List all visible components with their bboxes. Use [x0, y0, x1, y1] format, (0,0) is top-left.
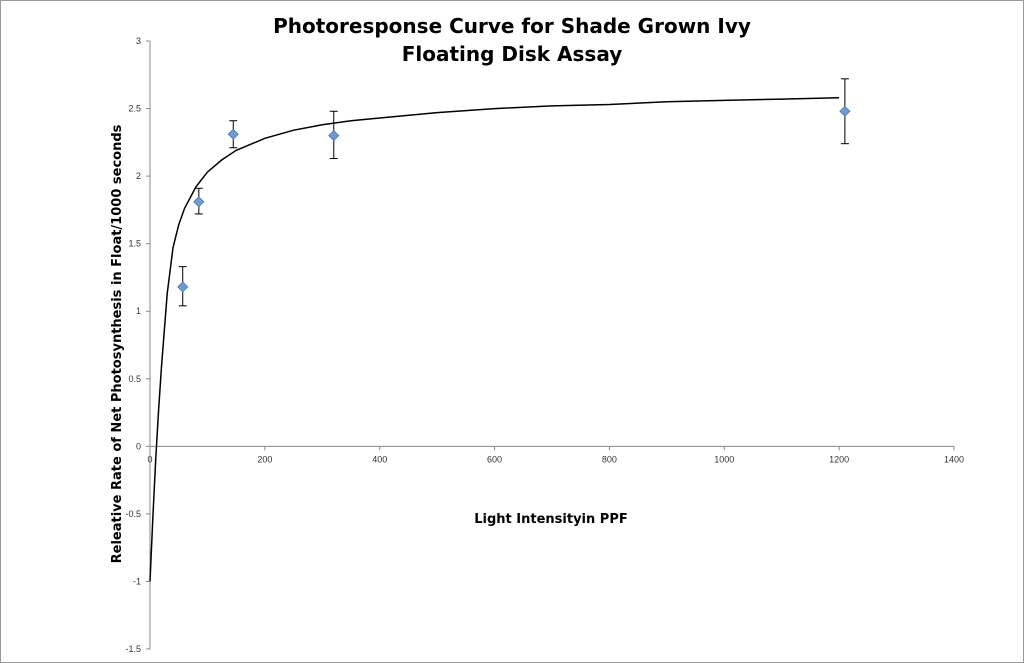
- x-tick-label: 800: [602, 454, 617, 464]
- y-axis-label: Releative Rate of Net Photosynthesis in …: [110, 124, 125, 563]
- x-tick-label: 0: [147, 454, 152, 464]
- diamond-marker: [227, 128, 239, 140]
- x-tick-label: 1000: [714, 454, 734, 464]
- x-tick-label: 200: [257, 454, 272, 464]
- x-tick-label: 1400: [944, 454, 964, 464]
- diamond-marker: [328, 130, 340, 142]
- y-axis-ticks: -1.5 -1 -0.5 0 0.5 1 1.5 2 2.5 3: [125, 36, 150, 654]
- chart-title-line-1: Photoresponse Curve for Shade Grown Ivy: [273, 14, 751, 38]
- data-point: [839, 78, 851, 145]
- chart-title-line-2: Floating Disk Assay: [402, 42, 623, 66]
- y-tick-label: 3: [136, 36, 141, 46]
- axes: [149, 41, 954, 649]
- diamond-marker: [193, 196, 205, 208]
- y-tick-label: -1.5: [125, 644, 141, 654]
- diamond-marker: [177, 281, 189, 293]
- y-tick-label: 0: [136, 441, 141, 451]
- y-tick-label: -0.5: [125, 509, 141, 519]
- data-point: [227, 120, 239, 149]
- x-tick-label: 400: [372, 454, 387, 464]
- x-axis-label: Light Intensityin PPF: [474, 512, 627, 527]
- chart-title: Photoresponse Curve for Shade Grown Ivy …: [273, 14, 751, 66]
- diamond-marker: [839, 105, 851, 117]
- y-tick-label: 1.5: [128, 239, 141, 249]
- fit-curve: [149, 96, 840, 582]
- data-points-layer: [177, 78, 851, 307]
- data-point: [328, 110, 340, 160]
- y-tick-label: 2: [136, 171, 141, 181]
- fit-curve-layer: [149, 96, 840, 582]
- data-point: [177, 266, 189, 307]
- y-tick-label: 0.5: [128, 374, 141, 384]
- y-tick-label: 1: [136, 306, 141, 316]
- y-tick-label: -1: [133, 576, 141, 586]
- x-tick-label: 1200: [829, 454, 849, 464]
- x-tick-label: 600: [487, 454, 502, 464]
- data-point: [193, 187, 205, 215]
- y-tick-label: 2.5: [128, 104, 141, 114]
- x-axis-ticks: 0 200 400 600 800 1000 1200 1400: [147, 446, 964, 464]
